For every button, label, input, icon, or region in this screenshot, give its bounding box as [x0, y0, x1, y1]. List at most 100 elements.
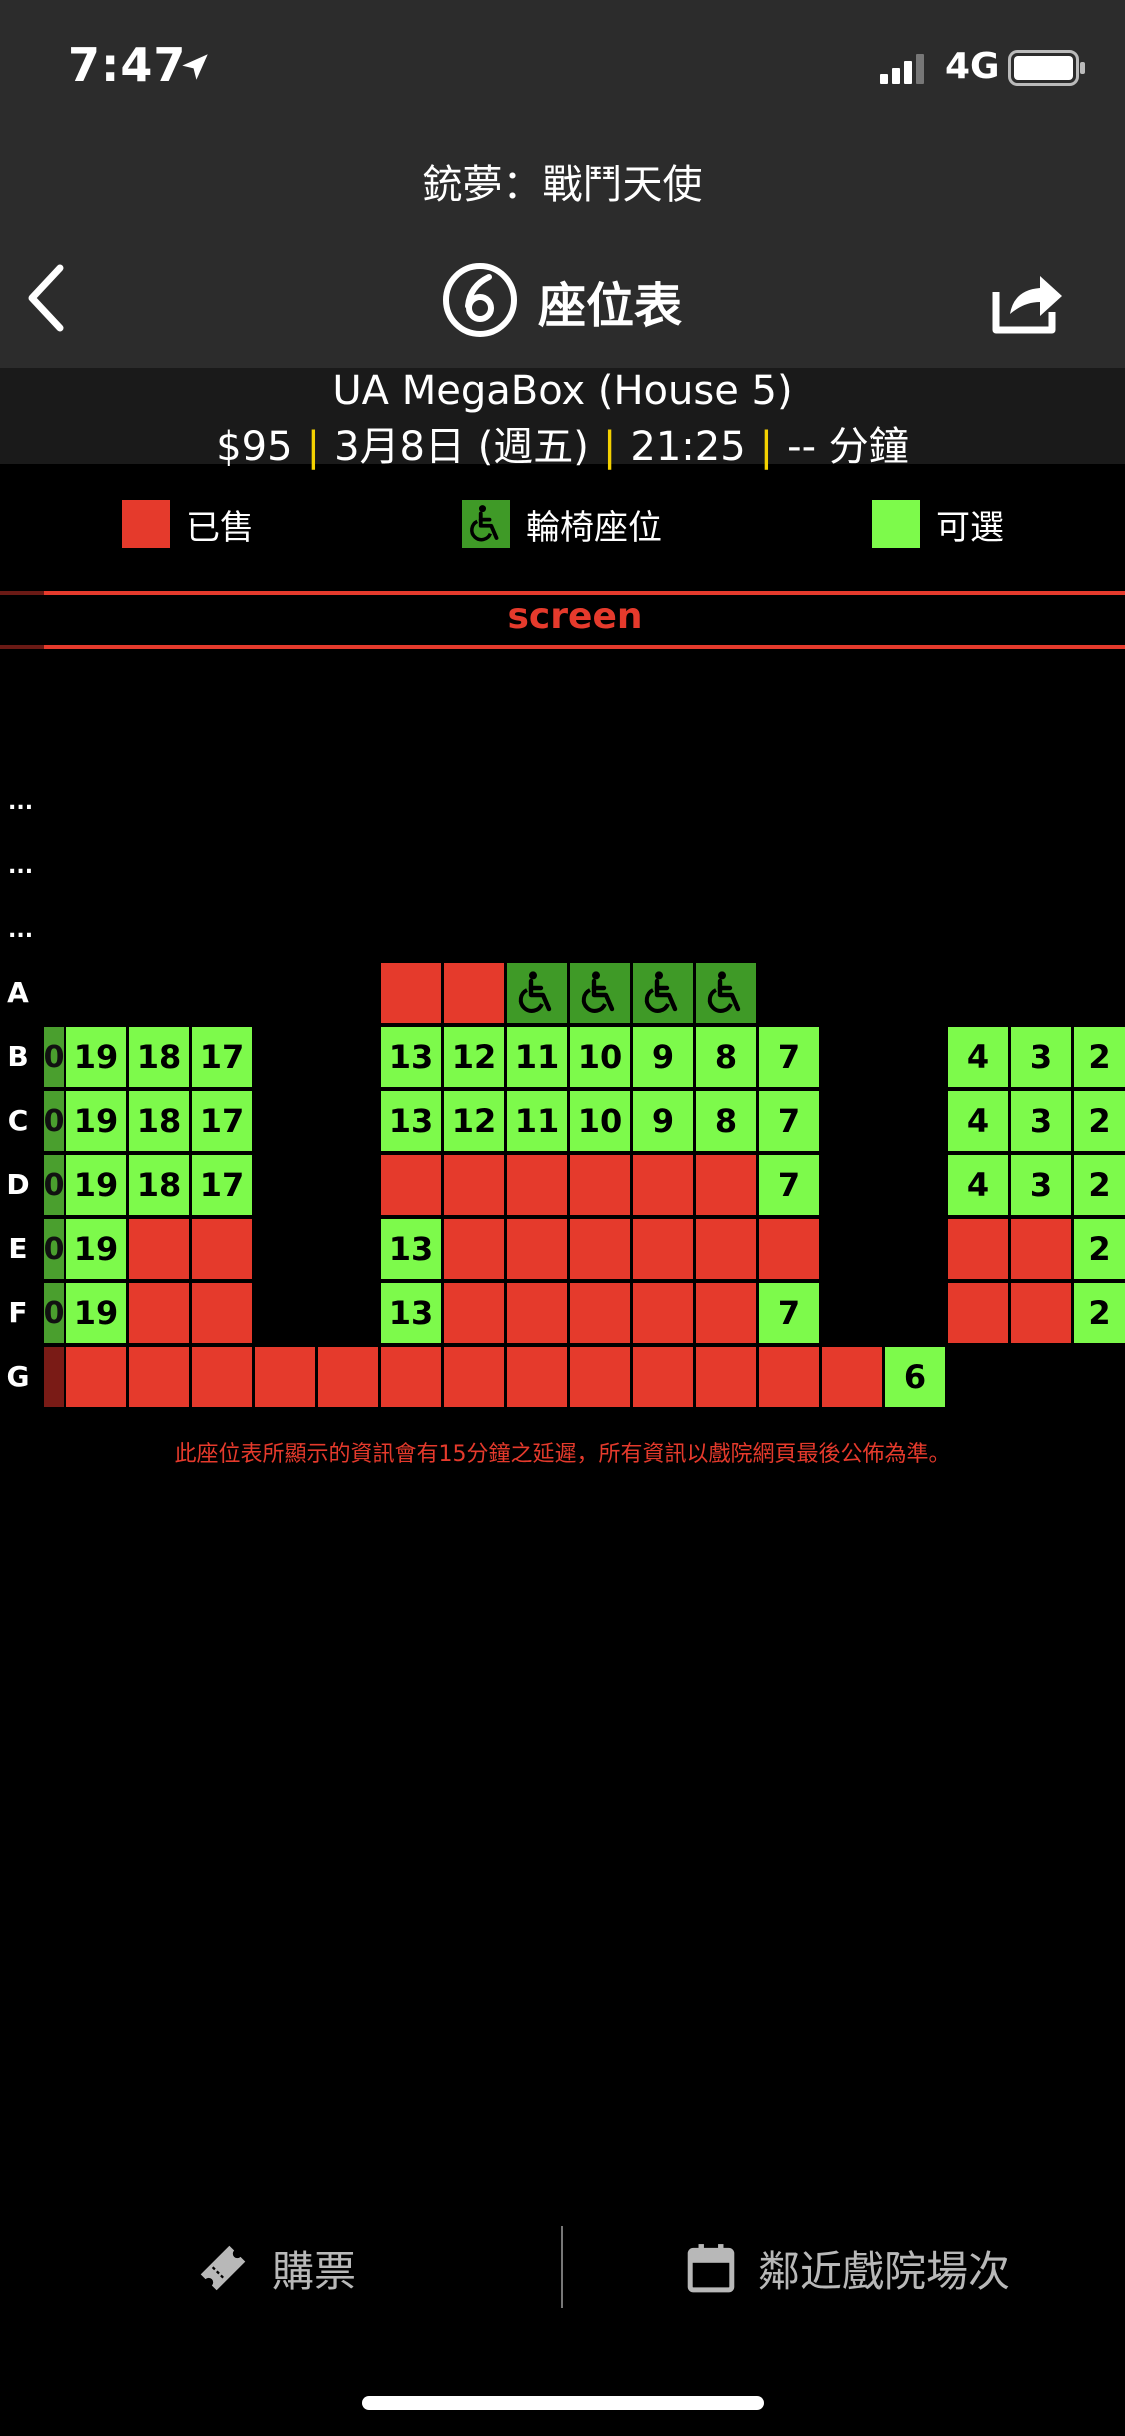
seat-sold [507, 1155, 567, 1215]
page-title: 座位表 [538, 278, 683, 334]
seat-sold [255, 1347, 315, 1407]
header-bar: 7:47 4G 銃夢：戰鬥天使 座位表 [0, 0, 1125, 368]
seat-available[interactable]: 12 [444, 1091, 504, 1151]
row-label-b: B [7, 1040, 29, 1073]
nearby-showtimes-button[interactable]: 鄰近戲院場次 [686, 2232, 1010, 2304]
calendar-icon [687, 2244, 735, 2293]
seat-available[interactable]: 7 [759, 1283, 819, 1343]
seat-available[interactable]: 18 [129, 1091, 189, 1151]
duration: -- 分鐘 [787, 424, 909, 470]
seat-sold [381, 1155, 441, 1215]
seat-available[interactable]: 7 [759, 1155, 819, 1215]
seat-available[interactable]: 17 [192, 1155, 252, 1215]
seat-available[interactable]: 2 [1074, 1283, 1125, 1343]
seat-available[interactable]: 4 [948, 1027, 1008, 1087]
seat-available[interactable]: 19 [66, 1155, 126, 1215]
seat-available[interactable]: 11 [507, 1091, 567, 1151]
seat-sold [633, 1155, 693, 1215]
seat-partial[interactable]: 0 [44, 1091, 64, 1151]
seat-available[interactable]: 13 [381, 1091, 441, 1151]
screen-line-edge [0, 591, 44, 595]
legend-sold-label: 已售 [186, 507, 254, 548]
seat-sold [633, 1347, 693, 1407]
seat-partial[interactable]: 0 [44, 1283, 64, 1343]
seat-available[interactable]: 4 [948, 1155, 1008, 1215]
wheelchair-seat[interactable] [633, 963, 693, 1023]
battery-icon [1008, 50, 1085, 86]
seat-sold [318, 1347, 378, 1407]
seat-available[interactable]: 9 [633, 1091, 693, 1151]
seat-available[interactable]: 13 [381, 1219, 441, 1279]
seat-available[interactable]: 6 [885, 1347, 945, 1407]
row-ellipsis: ... [8, 854, 34, 879]
seat-available[interactable]: 13 [381, 1283, 441, 1343]
seat-sold [507, 1347, 567, 1407]
seat-sold [129, 1219, 189, 1279]
seat-partial[interactable]: 0 [44, 1155, 64, 1215]
seat-available[interactable]: 2 [1074, 1155, 1125, 1215]
legend-available-label: 可選 [936, 507, 1004, 548]
seat-available[interactable]: 3 [1011, 1027, 1071, 1087]
back-button[interactable] [22, 262, 70, 334]
seat-available[interactable]: 17 [192, 1091, 252, 1151]
meta-divider: | [759, 424, 774, 470]
home-indicator[interactable] [362, 2396, 764, 2410]
seat-available[interactable]: 18 [129, 1155, 189, 1215]
seat-available[interactable]: 8 [696, 1027, 756, 1087]
seat-available[interactable]: 19 [66, 1219, 126, 1279]
seat-available[interactable]: 12 [444, 1027, 504, 1087]
wheelchair-seat[interactable] [507, 963, 567, 1023]
seat-sold [507, 1283, 567, 1343]
wheelchair-seat[interactable] [570, 963, 630, 1023]
seat-available[interactable]: 7 [759, 1091, 819, 1151]
screen-line-bottom [0, 645, 1125, 649]
seat-available[interactable]: 19 [66, 1091, 126, 1151]
seat-available[interactable]: 2 [1074, 1027, 1125, 1087]
seat-available[interactable]: 18 [129, 1027, 189, 1087]
location-arrow-icon [182, 54, 208, 80]
movie-title: 銃夢：戰鬥天使 [422, 162, 703, 208]
seat-sold [633, 1219, 693, 1279]
seat-available[interactable]: 10 [570, 1091, 630, 1151]
seat-available[interactable]: 2 [1074, 1219, 1125, 1279]
seat-sold [696, 1219, 756, 1279]
seat-available[interactable]: 7 [759, 1027, 819, 1087]
status-time: 7:47 [68, 38, 187, 92]
seat-sold [570, 1283, 630, 1343]
bottom-divider [561, 2226, 563, 2308]
seat-sold [759, 1219, 819, 1279]
showtime-info: UA MegaBox (House 5) $95 | 3月8日 (週五) | 21:25… [0, 368, 1125, 470]
seat-available[interactable]: 11 [507, 1027, 567, 1087]
seat-available[interactable]: 10 [570, 1027, 630, 1087]
delay-notice: 此座位表所顯示的資訊會有15分鐘之延遲，所有資訊以戲院網頁最後公佈為準。 [174, 1442, 951, 1467]
seat-sold [444, 963, 504, 1023]
seat-sold [129, 1347, 189, 1407]
seat-available[interactable]: 8 [696, 1091, 756, 1151]
seat-available[interactable]: 19 [66, 1027, 126, 1087]
seat-available[interactable]: 9 [633, 1027, 693, 1087]
seat-available[interactable]: 13 [381, 1027, 441, 1087]
seat-available[interactable]: 19 [66, 1283, 126, 1343]
meta-divider: | [306, 424, 321, 470]
seat-sold [696, 1155, 756, 1215]
seat-sold [696, 1347, 756, 1407]
row-label-e: E [8, 1232, 28, 1265]
share-icon[interactable] [990, 266, 1066, 334]
row-ellipsis: ... [8, 918, 34, 943]
seat-partial[interactable]: 0 [44, 1219, 64, 1279]
buy-ticket-button[interactable]: 購票 [196, 2232, 356, 2304]
seat-available[interactable]: 2 [1074, 1091, 1125, 1151]
seat-available[interactable]: 3 [1011, 1091, 1071, 1151]
buy-ticket-label: 購票 [272, 2246, 357, 2296]
seat-sold [507, 1219, 567, 1279]
seat-sold [633, 1283, 693, 1343]
row-label-f: F [8, 1296, 28, 1329]
row-label-g: G [6, 1360, 30, 1393]
legend-wheelchair-label: 輪椅座位 [526, 507, 662, 548]
seat-available[interactable]: 4 [948, 1091, 1008, 1151]
wheelchair-seat[interactable] [696, 963, 756, 1023]
seat-available[interactable]: 17 [192, 1027, 252, 1087]
seat-partial[interactable]: 0 [44, 1027, 64, 1087]
seat-sold [759, 1347, 819, 1407]
seat-available[interactable]: 3 [1011, 1155, 1071, 1215]
